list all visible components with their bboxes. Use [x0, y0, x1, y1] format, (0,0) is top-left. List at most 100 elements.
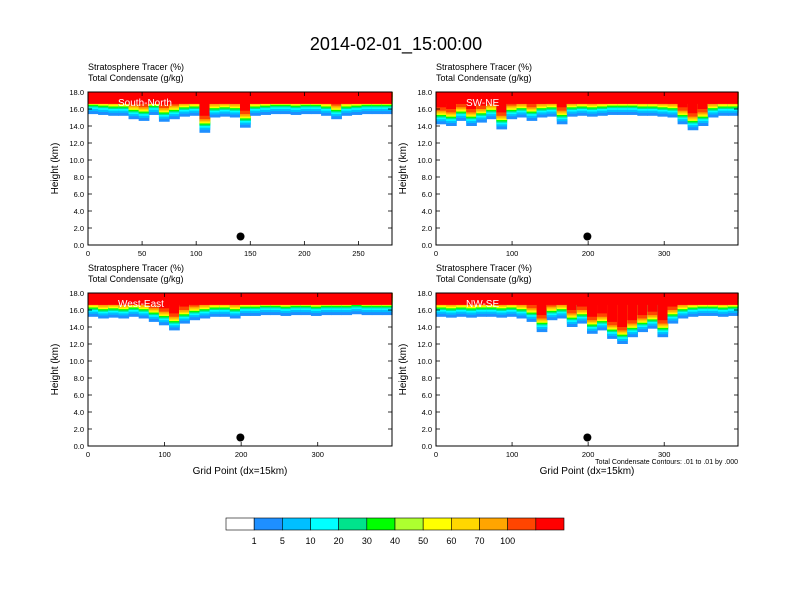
panel-label-condensate: Total Condensate (g/kg): [436, 73, 532, 83]
colorbar-swatch: [394, 517, 424, 531]
y-tick-label: 0.0: [74, 442, 84, 451]
colorbar-label: 100: [500, 536, 515, 546]
y-tick-label: 18.0: [417, 289, 432, 298]
x-tick-label: 0: [434, 249, 438, 258]
location-marker: [236, 433, 245, 442]
colorbar-label: 5: [280, 536, 285, 546]
x-tick-label: 250: [352, 249, 365, 258]
panel-label-tracer: Stratosphere Tracer (%): [436, 263, 532, 273]
y-tick-label: 4.0: [422, 408, 432, 417]
colorbar-swatch: [422, 517, 452, 531]
x-tick-label: 100: [506, 450, 519, 459]
location-marker: [583, 433, 592, 442]
y-tick-label: 14.0: [69, 323, 84, 332]
y-tick-label: 14.0: [69, 122, 84, 131]
tracer-top-band: [436, 293, 738, 305]
panel-nw-se: 0.0 2.0 4.0 6.0 8.0 10.0 12.0 14.0 16.0 18.0 0 100 2…: [398, 263, 739, 477]
colorbar-swatch: [535, 517, 565, 531]
y-axis-label: Height (km): [50, 143, 61, 195]
y-tick-label: 8.0: [74, 173, 84, 182]
y-tick-label: 14.0: [417, 122, 432, 131]
x-tick-label: 200: [582, 249, 595, 258]
tracer-cell: [617, 293, 628, 327]
y-tick-label: 2.0: [422, 425, 432, 434]
y-axis-label: Height (km): [50, 344, 61, 396]
colorbar-label: 60: [446, 536, 456, 546]
y-tick-label: 10.0: [417, 156, 432, 165]
tracer-top-band: [88, 92, 392, 104]
y-tick-label: 8.0: [422, 173, 432, 182]
x-tick-label: 0: [434, 450, 438, 459]
panel-label-tracer: Stratosphere Tracer (%): [436, 62, 532, 72]
location-marker: [583, 232, 592, 241]
panel-label-tracer: Stratosphere Tracer (%): [88, 62, 184, 72]
x-axis-label: Grid Point (dx=15km): [193, 466, 288, 477]
colorbar-label: 20: [334, 536, 344, 546]
plot-frame: [435, 292, 739, 447]
y-tick-label: 6.0: [422, 391, 432, 400]
x-tick-label: 300: [311, 450, 324, 459]
colorbar-swatch: [310, 517, 339, 531]
panel-west-east: 0.0 2.0 4.0 6.0 8.0 10.0 12.0 14.0 16.0 18.0 0 100 2…: [50, 263, 393, 477]
colorbar-swatch: [479, 517, 508, 531]
colorbar-label: 30: [362, 536, 372, 546]
plot-frame: [87, 91, 393, 246]
y-tick-label: 6.0: [74, 391, 84, 400]
colorbar-swatch: [225, 517, 255, 531]
y-tick-label: 4.0: [74, 207, 84, 216]
y-tick-label: 12.0: [417, 340, 432, 349]
colorbar-swatch: [451, 517, 480, 531]
x-tick-label: 200: [235, 450, 248, 459]
colorbar-label: 1: [252, 536, 257, 546]
y-tick-label: 6.0: [74, 190, 84, 199]
tracer-cell: [627, 293, 638, 321]
figure-title: 2014-02-01_15:00:00: [310, 34, 482, 55]
y-tick-label: 0.0: [74, 241, 84, 250]
y-tick-label: 16.0: [417, 105, 432, 114]
y-tick-label: 10.0: [69, 156, 84, 165]
colorbar-swatch: [282, 517, 311, 531]
x-tick-label: 150: [244, 249, 257, 258]
x-tick-label: 100: [158, 450, 171, 459]
colorbar: 1 5 10 20 30 40 50 60 70 100: [225, 517, 565, 546]
cross-section-name: SW-NE: [466, 98, 499, 109]
x-tick-label: 50: [138, 249, 146, 258]
y-tick-label: 16.0: [69, 105, 84, 114]
colorbar-label: 40: [390, 536, 400, 546]
y-tick-label: 2.0: [74, 224, 84, 233]
cross-section-name: NW-SE: [466, 299, 499, 310]
y-tick-label: 4.0: [422, 207, 432, 216]
y-tick-label: 12.0: [417, 139, 432, 148]
colorbar-swatch: [253, 517, 283, 531]
y-tick-label: 16.0: [69, 306, 84, 315]
y-tick-label: 18.0: [417, 88, 432, 97]
location-marker: [236, 232, 245, 241]
y-tick-label: 14.0: [417, 323, 432, 332]
cross-section-name: West-East: [118, 299, 164, 310]
x-tick-label: 0: [86, 450, 90, 459]
y-tick-label: 4.0: [74, 408, 84, 417]
colorbar-label: 70: [474, 536, 484, 546]
x-tick-label: 0: [86, 249, 90, 258]
panel-south-north: 0.0 2.0 4.0 6.0 8.0 10.0 12.0 14.0 16.0 18.0 0 50 10…: [50, 62, 393, 258]
panel-label-condensate: Total Condensate (g/kg): [88, 73, 184, 83]
y-tick-label: 6.0: [422, 190, 432, 199]
x-tick-label: 300: [658, 249, 671, 258]
y-tick-label: 12.0: [69, 340, 84, 349]
colorbar-swatch: [338, 517, 368, 531]
panel-label-tracer: Stratosphere Tracer (%): [88, 263, 184, 273]
y-tick-label: 18.0: [69, 289, 84, 298]
colorbar-label: 50: [418, 536, 428, 546]
panel-label-condensate: Total Condensate (g/kg): [436, 274, 532, 284]
y-tick-label: 0.0: [422, 241, 432, 250]
y-tick-label: 8.0: [74, 374, 84, 383]
x-tick-label: 300: [658, 450, 671, 459]
panel-label-condensate: Total Condensate (g/kg): [88, 274, 184, 284]
plot-frame: [87, 292, 393, 447]
colorbar-swatch: [366, 517, 396, 531]
y-axis-label: Height (km): [398, 344, 409, 396]
panel-sw-ne: 0.0 2.0 4.0 6.0 8.0 10.0 12.0 14.0 16.0 18.0 0 100 2…: [398, 62, 739, 258]
tracer-top-band: [436, 92, 738, 104]
y-tick-label: 2.0: [422, 224, 432, 233]
x-tick-label: 100: [506, 249, 519, 258]
